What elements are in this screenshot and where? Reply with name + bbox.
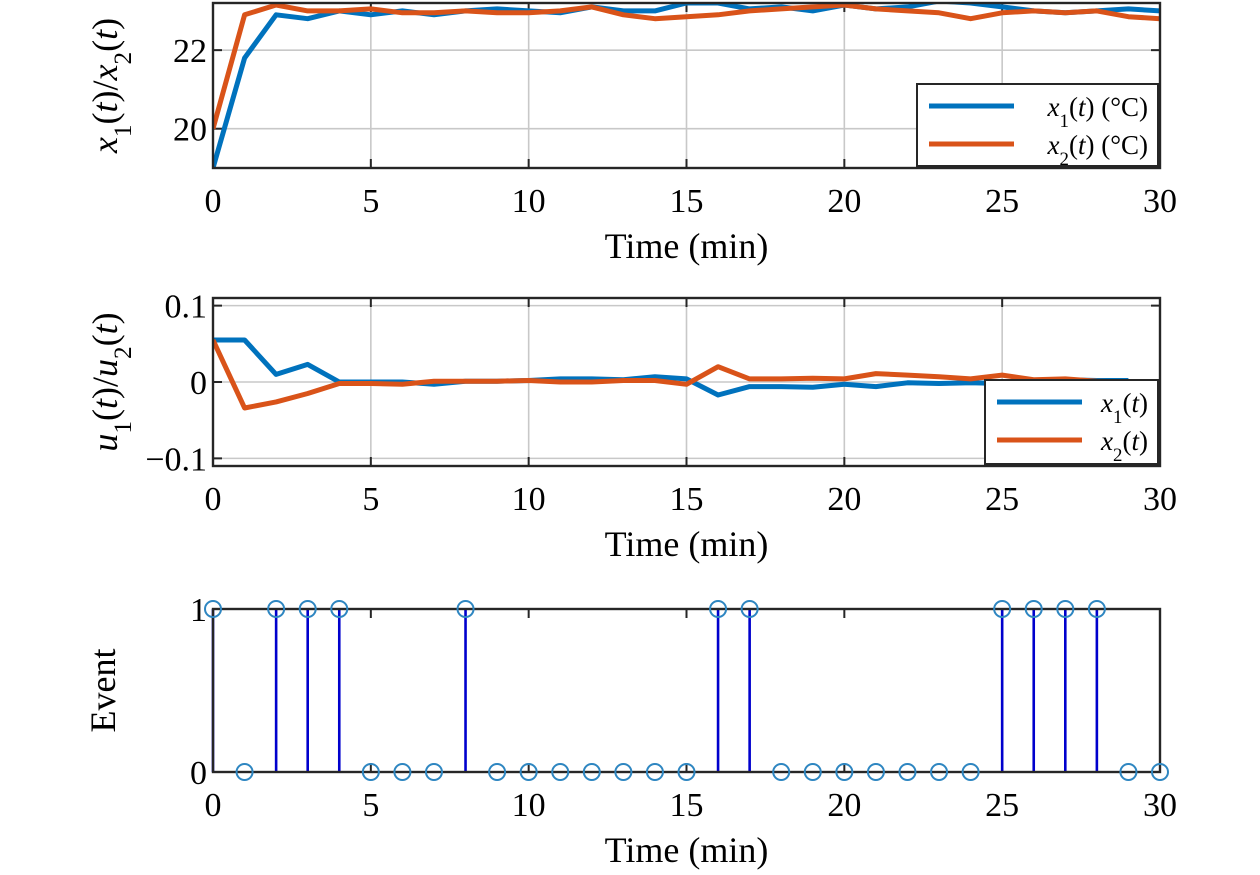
x-tick-label: 30	[1143, 787, 1177, 824]
event-marker	[330, 600, 349, 618]
x-tick-label: 5	[362, 183, 379, 220]
event-marker	[772, 763, 791, 781]
event-marker	[835, 763, 854, 781]
x-tick-label: 25	[985, 787, 1019, 824]
legend: x1(t) (°C)x2(t) (°C)	[916, 83, 1159, 170]
x-tick-label: 10	[512, 787, 546, 824]
event-marker	[803, 763, 822, 781]
legend-label-1: x1(t) (°C)	[1047, 92, 1148, 132]
x-tick-label: 10	[512, 481, 546, 518]
event-marker	[582, 763, 601, 781]
x-tick-label: 30	[1143, 183, 1177, 220]
legend-box	[984, 379, 1159, 465]
y-tick-label: 0	[190, 755, 207, 792]
event-marker	[393, 763, 412, 781]
event-marker	[519, 763, 538, 781]
x-tick-label: 20	[827, 787, 861, 824]
y-tick-label: 0.1	[165, 289, 208, 326]
y-axis-label: u1(t)/u2(t)	[85, 312, 137, 451]
data-layer	[213, 337, 1129, 411]
event-marker	[866, 763, 885, 781]
event-marker	[204, 600, 222, 618]
x-axis-label: Time (min)	[605, 830, 769, 870]
y-tick-label: 20	[173, 112, 207, 149]
event-marker	[740, 600, 759, 618]
event-marker	[551, 763, 570, 781]
legend-label-2: x2(t)	[1100, 426, 1148, 466]
series-line-2	[213, 338, 1129, 411]
event-marker	[456, 600, 475, 618]
tick-marks	[212, 608, 1161, 773]
y-tick-label: 0	[190, 365, 207, 402]
x-axis-label: Time (min)	[605, 226, 769, 266]
x-tick-label: 25	[985, 481, 1019, 518]
series-line-1	[213, 3, 1160, 168]
event-marker	[1151, 763, 1169, 781]
y-tick-label: 1	[190, 592, 207, 629]
x-tick-label: 15	[670, 183, 704, 220]
y-tick-label: 22	[173, 33, 207, 70]
event-marker	[235, 763, 254, 781]
axes-frame	[211, 607, 1162, 774]
x-axis-label: Time (min)	[605, 524, 769, 564]
y-axis-label: Event	[83, 649, 123, 733]
x-tick-label: 20	[827, 481, 861, 518]
event-marker	[677, 763, 696, 781]
event-marker	[1056, 600, 1075, 618]
event-marker	[645, 763, 664, 781]
x-tick-label: 0	[205, 787, 222, 824]
x-tick-label: 0	[205, 183, 222, 220]
x-tick-label: 10	[512, 183, 546, 220]
y-axis-label: x1(t)/x2(t)	[85, 18, 137, 154]
legend: x1(t)x2(t)	[984, 379, 1159, 466]
event-subplot: 0 5 10 15 20 25 30 0 1 Time (min) Event	[83, 592, 1177, 870]
x-tick-label: 20	[827, 183, 861, 220]
legend-label-2: x2(t) (°C)	[1047, 130, 1148, 170]
data-layer	[213, 3, 1160, 168]
event-marker	[898, 763, 917, 781]
event-marker	[930, 763, 949, 781]
event-marker	[1024, 600, 1043, 618]
event-marker	[298, 600, 317, 618]
event-marker	[267, 600, 286, 618]
event-marker	[488, 763, 507, 781]
x-tick-label: 25	[985, 183, 1019, 220]
x-tick-label: 15	[670, 787, 704, 824]
event-marker	[709, 600, 728, 618]
series-line-2	[213, 3, 1160, 130]
event-marker	[361, 763, 380, 781]
x-tick-label: 5	[362, 787, 379, 824]
event-marker	[993, 600, 1012, 618]
legend-box	[916, 83, 1159, 167]
y-tick-label: −0.1	[145, 441, 207, 478]
x-tick-label: 30	[1143, 481, 1177, 518]
event-marker	[1119, 763, 1138, 781]
x-tick-label: 5	[362, 481, 379, 518]
temperature-subplot: 0 5 10 15 20 25 30 20 22 Time (min) x1(t)/x2(t) x1(…	[85, 1, 1177, 266]
event-marker	[1087, 600, 1106, 618]
x-tick-label: 15	[670, 481, 704, 518]
axes-frame	[211, 1, 1162, 170]
x-tick-label: 0	[205, 481, 222, 518]
axes-frame	[211, 296, 1162, 468]
event-marker	[961, 763, 980, 781]
event-marker	[424, 763, 443, 781]
event-marker	[614, 763, 633, 781]
legend-label-1: x1(t)	[1100, 388, 1148, 428]
